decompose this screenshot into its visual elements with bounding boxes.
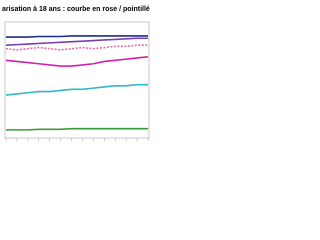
series-line [5, 37, 148, 46]
plot-frame [4, 21, 150, 139]
series-line [5, 56, 149, 67]
series-line [6, 35, 148, 38]
chart: arisation à 18 ans : courbe en rose / po… [0, 0, 150, 150]
background [0, 0, 150, 150]
series-line [5, 83, 148, 96]
series-line [6, 127, 148, 131]
chart-title: arisation à 18 ans : courbe en rose / po… [2, 6, 150, 13]
series-line [5, 44, 148, 51]
